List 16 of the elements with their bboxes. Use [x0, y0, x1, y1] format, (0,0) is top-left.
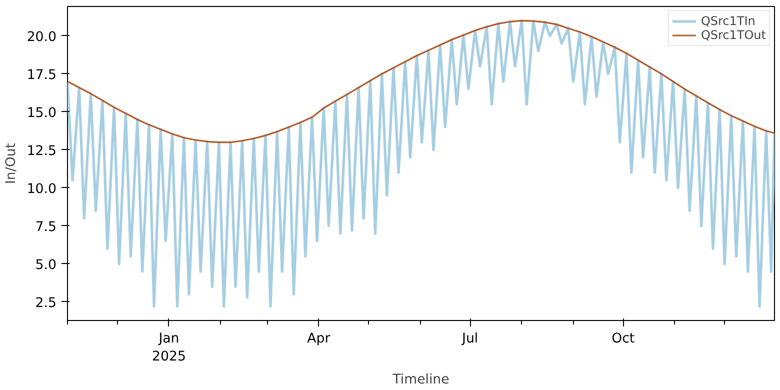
y-axis-title: In/Out	[4, 142, 19, 184]
x-tick-label: Oct	[612, 332, 635, 346]
y-tick-label: 12.5	[26, 144, 57, 159]
y-tick-label: 20.0	[26, 30, 57, 45]
legend-label: QSrc1TIn	[700, 14, 756, 28]
y-tick-label: 2.5	[35, 296, 57, 311]
legend-label: QSrc1TOut	[700, 28, 766, 42]
y-tick-label: 5.0	[35, 258, 57, 273]
x-tick-label: Jan 2025	[152, 332, 186, 364]
x-axis-title: Timeline	[392, 372, 450, 388]
y-tick-label: 17.5	[26, 68, 57, 83]
y-tick-label: 10.0	[26, 182, 57, 197]
y-tick-label: 7.5	[35, 220, 57, 235]
x-tick-label: Jul	[461, 332, 478, 346]
y-tick-label: 15.0	[26, 106, 57, 121]
x-tick-label: Apr	[307, 332, 331, 346]
